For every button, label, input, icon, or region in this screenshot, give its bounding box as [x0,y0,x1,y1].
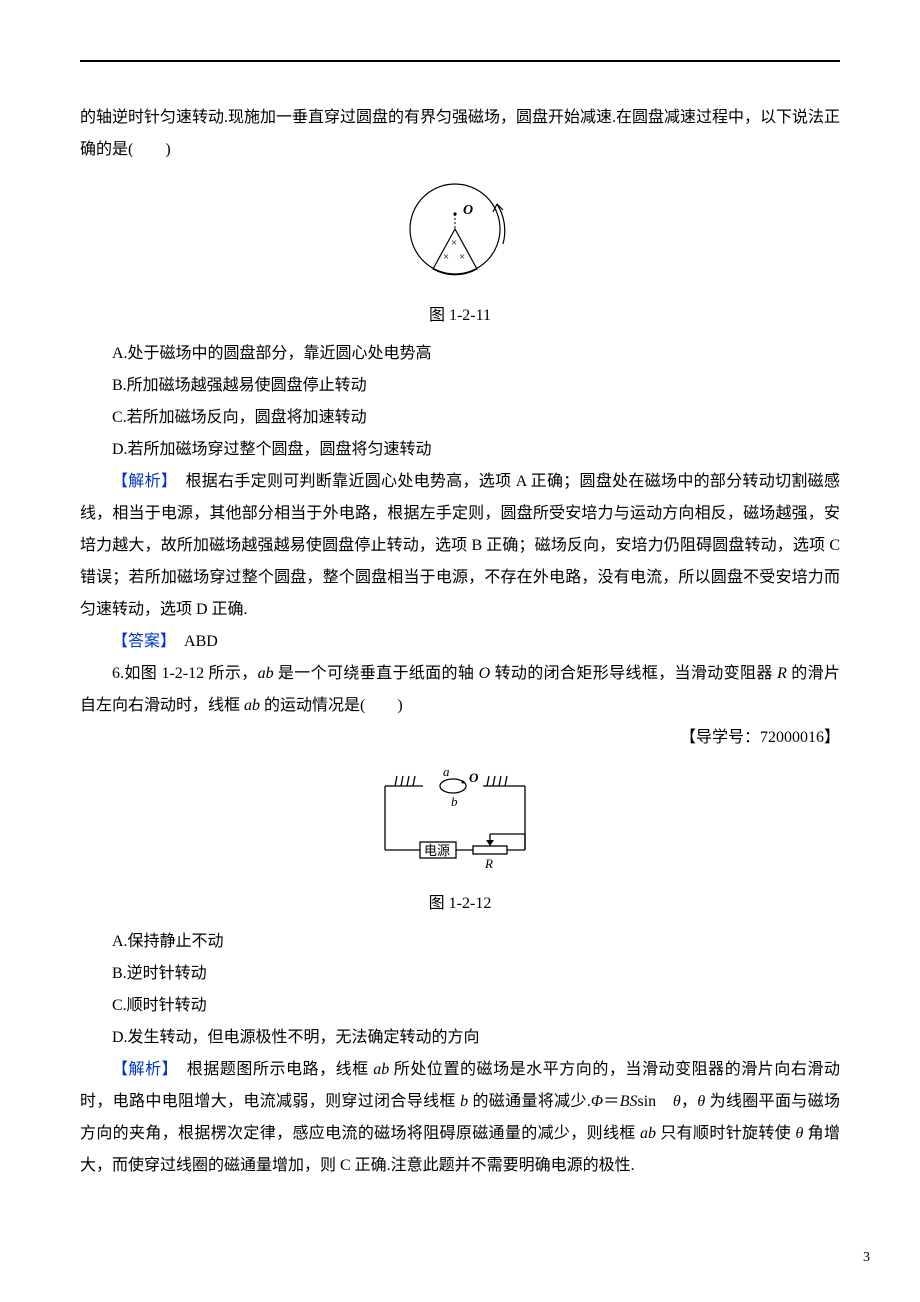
q6-ab: ab [258,665,274,682]
q6-t1: 6.如图 1-2-12 所示， [112,665,258,682]
q5-answer: 【答案】 ABD [80,626,840,658]
q6-R: R [777,665,787,682]
figure-1: O × × × [80,174,840,296]
an2-phi: Φ [591,1093,603,1110]
paragraph-q5-stem: 的轴逆时针匀速转动.现施加一垂直穿过圆盘的有界匀强磁场，圆盘开始减速.在圆盘减速… [80,102,840,166]
an2-t4: ， [681,1093,698,1110]
an2-eq: ＝ [603,1093,620,1110]
fig1-O-label: O [463,203,473,218]
an2-sin: sin [638,1093,673,1110]
an2-BS: BS [620,1093,638,1110]
q6-t3: 转动的闭合矩形导线框，当滑动变阻器 [490,665,777,682]
q5-option-c: C.若所加磁场反向，圆盘将加速转动 [80,402,840,434]
analysis-text: 根据右手定则可判断靠近圆心处电势高，选项 A 正确；圆盘处在磁场中的部分转动切割… [80,473,840,618]
fig1-x2: × [443,251,449,263]
analysis2-label: 【解析】 [112,1061,170,1078]
q6-O: O [479,665,491,682]
q6-analysis: 【解析】 根据题图所示电路，线框 ab 所处位置的磁场是水平方向的，当滑动变阻器… [80,1054,840,1182]
page-number: 3 [863,1244,870,1272]
fig2-b: b [451,794,458,809]
q6-t5: 的运动情况是( ) [260,697,403,714]
figure-2: a O b 电源 R [80,762,840,884]
study-number: 【导学号：72000016】 [80,722,840,754]
fig2-source: 电源 [424,843,450,858]
an2-ab: ab [373,1061,389,1078]
q6-stem: 6.如图 1-2-12 所示，ab 是一个可绕垂直于纸面的轴 O 转动的闭合矩形… [80,658,840,722]
an2-t1: 根据题图所示电路，线框 [170,1061,373,1078]
answer-text: ABD [168,633,218,650]
q5-option-d: D.若所加磁场穿过整个圆盘，圆盘将匀速转动 [80,434,840,466]
q6-option-b: B.逆时针转动 [80,958,840,990]
q5-analysis: 【解析】 根据右手定则可判断靠近圆心处电势高，选项 A 正确；圆盘处在磁场中的部… [80,466,840,626]
an2-t3: 的磁通量将减少. [468,1093,591,1110]
top-rule [80,60,840,62]
q6-option-c: C.顺时针转动 [80,990,840,1022]
fig2-R: R [484,856,493,871]
fig1-caption: 图 1-2-11 [80,300,840,332]
fig1-x3: × [459,251,465,263]
fig1-x1: × [451,237,457,249]
q5-option-b: B.所加磁场越强越易使圆盘停止转动 [80,370,840,402]
q5-option-a: A.处于磁场中的圆盘部分，靠近圆心处电势高 [80,338,840,370]
fig2-a: a [443,764,450,779]
fig2-caption: 图 1-2-12 [80,888,840,920]
answer-label: 【答案】 [112,633,168,650]
an2-t6: 只有顺时针旋转使 [656,1125,795,1142]
q6-ab2: ab [244,697,260,714]
q6-option-a: A.保持静止不动 [80,926,840,958]
an2-bb: b [460,1093,468,1110]
q6-option-d: D.发生转动，但电源极性不明，无法确定转动的方向 [80,1022,840,1054]
an2-th1: θ [673,1093,681,1110]
q6-t2: 是一个可绕垂直于纸面的轴 [274,665,479,682]
fig2-O: O [469,770,479,785]
analysis-label: 【解析】 [112,473,169,490]
an2-ab2: ab [640,1125,656,1142]
